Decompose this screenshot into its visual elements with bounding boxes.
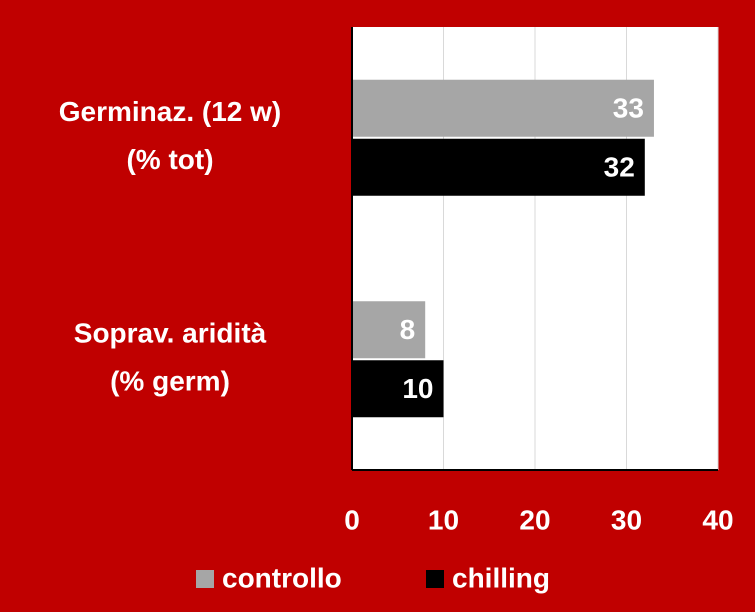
- value-label: 33: [613, 93, 644, 124]
- x-tick-label: 30: [611, 504, 642, 535]
- x-tick-label: 20: [519, 504, 550, 535]
- x-tick-label: 0: [344, 504, 360, 535]
- value-label: 10: [402, 373, 433, 404]
- legend-label: controllo: [222, 562, 342, 593]
- legend-swatch: [196, 570, 214, 588]
- x-tick-label: 10: [428, 504, 459, 535]
- bar: [352, 301, 426, 359]
- bar: [352, 79, 654, 137]
- y-tick-label: Germinaz. (12 w) (% tot): [59, 96, 282, 175]
- legend-swatch: [426, 570, 444, 588]
- x-tick-label: 40: [702, 504, 733, 535]
- value-label: 32: [604, 152, 635, 183]
- legend-label: chilling: [452, 562, 550, 593]
- y-tick-label: Soprav. aridità (% germ): [74, 318, 267, 397]
- bar: [352, 138, 645, 196]
- bar: [352, 360, 444, 418]
- value-label: 8: [400, 314, 416, 345]
